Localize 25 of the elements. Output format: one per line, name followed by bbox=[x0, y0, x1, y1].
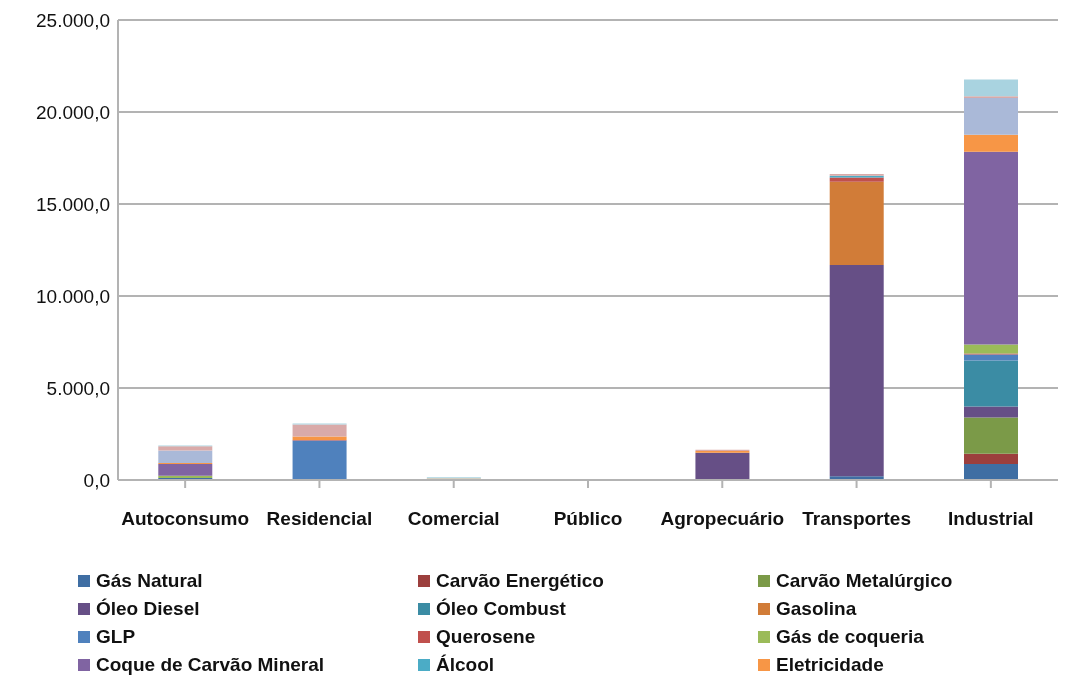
y-tick-label: 5.000,0 bbox=[46, 377, 110, 399]
legend-label: Carvão Metalúrgico bbox=[776, 570, 953, 592]
x-tick-label: Público bbox=[553, 508, 623, 530]
legend-label: Eletricidade bbox=[776, 654, 884, 676]
y-tick-label: 0,0 bbox=[83, 469, 110, 491]
legend-label: Gasolina bbox=[776, 598, 857, 620]
x-tick-label: Transportes bbox=[802, 508, 911, 530]
y-tick-label: 20.000,0 bbox=[36, 101, 110, 123]
x-tick-label: Agropecuário bbox=[660, 508, 785, 530]
legend-label: GLP bbox=[96, 626, 136, 648]
legend-label: Gás de coqueria bbox=[776, 626, 924, 648]
legend-label: Querosene bbox=[436, 626, 536, 648]
x-tick-label: Industrial bbox=[948, 508, 1034, 530]
y-tick-label: 10.000,0 bbox=[36, 285, 110, 307]
x-tick-label: Autoconsumo bbox=[121, 508, 249, 530]
legend-label: Óleo Combust bbox=[436, 598, 566, 620]
y-tick-label: 15.000,0 bbox=[36, 193, 110, 215]
legend-label: Óleo Diesel bbox=[96, 598, 200, 620]
x-tick-label: Residencial bbox=[266, 508, 373, 530]
y-tick-label: 25.000,0 bbox=[36, 9, 110, 31]
legend-label: Álcool bbox=[436, 654, 495, 676]
legend-label: Carvão Energético bbox=[436, 570, 604, 592]
legend-label: Coque de Carvão Mineral bbox=[96, 654, 325, 676]
x-tick-label: Comercial bbox=[407, 508, 500, 530]
legend-label: Gás Natural bbox=[96, 570, 203, 592]
